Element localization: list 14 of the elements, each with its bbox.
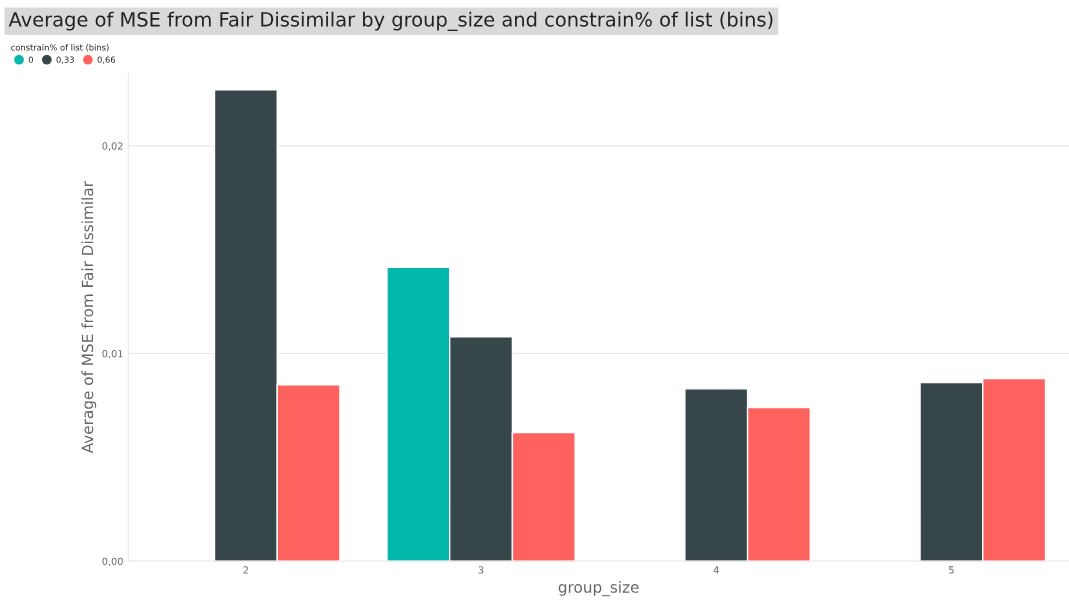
x-tick-label: 4 <box>713 566 719 574</box>
x-tick-label: 5 <box>949 566 954 574</box>
x-tick-label: 2 <box>243 566 248 574</box>
legend-title: constrain% of list (bins) <box>11 44 109 52</box>
legend-label: 0,66 <box>97 56 116 64</box>
chart-title: Average of MSE from Fair Dissimilar by group_size and constrain% of list (bins) <box>8 11 773 32</box>
legend-label: 0,33 <box>56 56 74 64</box>
y-tick-label: 0,02 <box>102 142 123 151</box>
y-tick-label: 0,01 <box>102 350 123 359</box>
x-tick-label: 3 <box>478 566 484 574</box>
y-tick-label: 0,00 <box>102 557 123 567</box>
y-axis-title: Average of MSE from Fair Dissimilar <box>81 181 97 454</box>
x-axis-title: group_size <box>558 581 639 597</box>
legend-label: 0 <box>28 56 33 63</box>
